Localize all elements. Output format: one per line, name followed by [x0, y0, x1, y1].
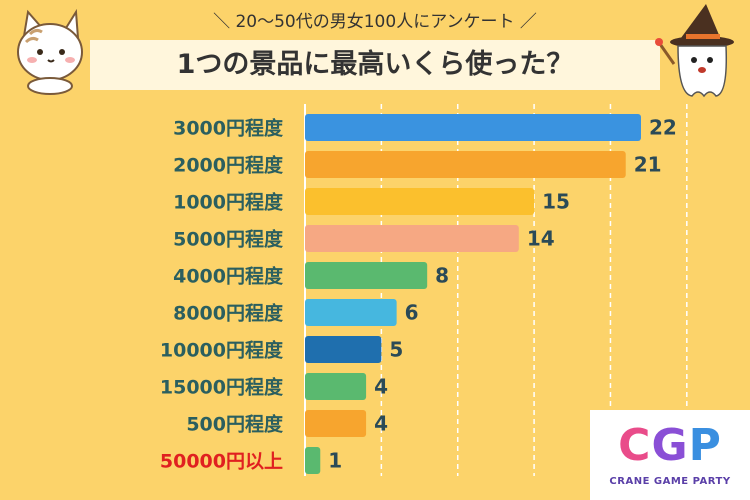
bar — [305, 410, 367, 437]
data-label: 5 — [389, 338, 403, 362]
category-label: 15000円程度 — [160, 376, 284, 399]
category-label: 3000円程度 — [173, 117, 284, 140]
cgp-logo: CGP CRANE GAME PARTY — [590, 410, 750, 500]
category-axis: 3000円程度 2000円程度 1000円程度 5000円程度 4000円程度 8000円… — [160, 117, 284, 473]
chart-title: 1つの景品に最高いくら使った？ — [90, 40, 660, 90]
category-label: 500円程度 — [186, 413, 284, 436]
logo-mark: CGP — [590, 420, 750, 471]
bar — [305, 447, 321, 474]
data-label: 15 — [542, 190, 570, 214]
logo-letter-g: G — [651, 420, 689, 471]
category-label: 4000円程度 — [173, 265, 284, 288]
data-label: 4 — [374, 375, 388, 399]
data-label: 8 — [435, 264, 449, 288]
bar — [305, 262, 428, 289]
category-label: 10000円程度 — [160, 339, 284, 362]
category-label: 50000円以上 — [160, 451, 283, 473]
data-label: 6 — [405, 301, 419, 325]
bar — [305, 151, 626, 178]
bar — [305, 299, 397, 326]
bar — [305, 225, 519, 252]
logo-letter-c: C — [618, 420, 652, 471]
data-label: 4 — [374, 412, 388, 436]
cat-mascot-icon — [17, 8, 83, 95]
ghost-witch-mascot-icon — [655, 4, 734, 98]
data-label: 22 — [649, 116, 677, 140]
category-label: 5000円程度 — [173, 228, 284, 251]
category-label: 2000円程度 — [173, 154, 284, 177]
category-label: 8000円程度 — [173, 302, 284, 325]
logo-letter-p: P — [688, 420, 722, 471]
bar — [305, 373, 367, 400]
bar — [305, 188, 535, 215]
chart-subtitle: ＼ 20～50代の男女100人にアンケート ／ — [213, 12, 537, 32]
bar — [305, 114, 641, 141]
bar — [305, 336, 382, 363]
data-label: 14 — [527, 227, 555, 251]
category-label: 1000円程度 — [173, 191, 284, 214]
data-label: 21 — [634, 153, 662, 177]
title-band: ＼ 20～50代の男女100人にアンケート ／ 1つの景品に最高いくら使った？ — [0, 8, 750, 90]
logo-subtitle: CRANE GAME PARTY — [609, 476, 731, 487]
data-label: 1 — [328, 449, 342, 473]
